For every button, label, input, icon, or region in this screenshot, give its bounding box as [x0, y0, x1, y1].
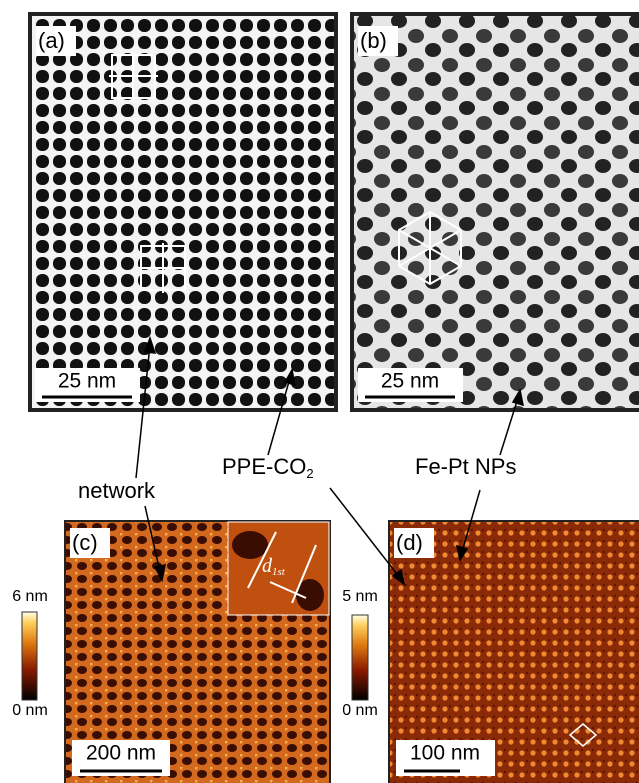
scale-bar-label: 200 nm: [86, 742, 156, 765]
annotation-text: PPE-CO: [222, 454, 306, 479]
panel-label: (d): [396, 530, 423, 555]
annotation: Fe-Pt NPs: [415, 454, 516, 479]
colorbar-min: 0 nm: [342, 702, 378, 719]
colorbar-max: 6 nm: [12, 588, 48, 605]
panel-label: (b): [360, 28, 387, 53]
scale-bar-label: 25 nm: [58, 370, 116, 393]
tem-image-b: [352, 14, 639, 410]
colorbar: [22, 612, 37, 700]
colorbar: [352, 615, 368, 700]
colorbar-min: 0 nm: [12, 702, 48, 719]
annotation-subscript: 2: [306, 466, 313, 481]
colorbar-max: 5 nm: [342, 588, 378, 605]
panel-label: (c): [72, 530, 98, 555]
subscript: 1st: [272, 566, 286, 578]
scale-bar-label: 25 nm: [381, 370, 439, 393]
panel-label: (a): [38, 28, 65, 53]
annotation: PPE-CO2: [222, 454, 314, 482]
annotation: network: [78, 478, 156, 503]
figure: (a) 25 nm (b) 25 nm d1st (c) 200 nm 6 nm…: [0, 0, 639, 783]
tem-image-a: [30, 14, 336, 410]
scale-bar-label: 100 nm: [410, 742, 480, 765]
